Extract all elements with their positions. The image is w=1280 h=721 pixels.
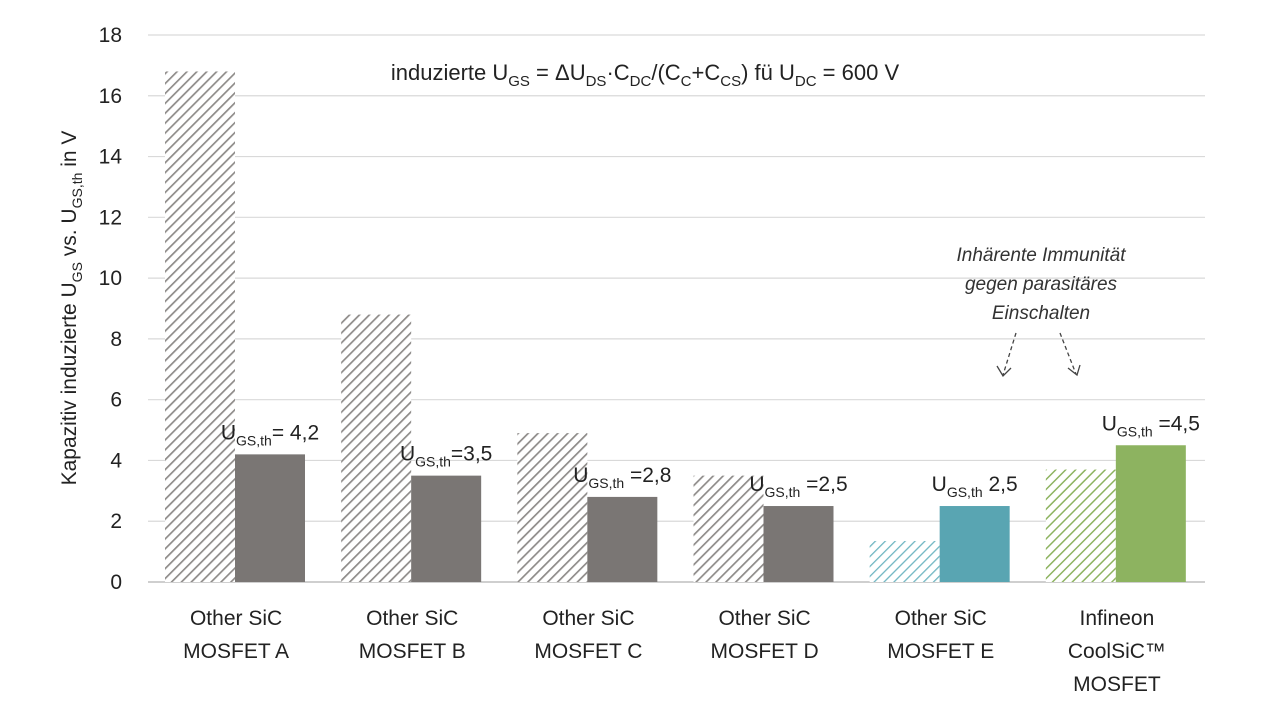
y-tick-label: 14 bbox=[99, 146, 123, 169]
x-axis-categories: Other SiC MOSFET A Other SiC MOSFET B Other … bbox=[183, 607, 1166, 696]
data-labels: UGS,th= 4,2 UGS,th=3,5 UGS,th =2,8 UGS,th =… bbox=[221, 412, 1200, 500]
y-tick-label: 6 bbox=[110, 389, 122, 412]
x-category-label: Infineon CoolSiC™ MOSFET bbox=[1068, 607, 1166, 696]
data-label: UGS,th= 4,2 bbox=[221, 421, 319, 448]
bar-threshold-ugsth bbox=[763, 506, 834, 582]
bar-induced-ugs bbox=[165, 71, 235, 582]
gridlines bbox=[148, 34, 1205, 583]
bar-threshold-ugsth bbox=[235, 454, 305, 582]
bar-induced-ugs bbox=[517, 433, 588, 582]
y-tick-label: 4 bbox=[110, 449, 122, 472]
bar-induced-ugs bbox=[341, 314, 412, 582]
bar-threshold-ugsth bbox=[939, 506, 1010, 582]
y-tick-label: 8 bbox=[110, 328, 122, 351]
y-tick-label: 16 bbox=[99, 85, 122, 108]
annotation: Inhärente Immunität gegen parasitäres Eins… bbox=[957, 245, 1127, 378]
x-category-label: Other SiC MOSFET E bbox=[887, 607, 994, 663]
x-category-label: Other SiC MOSFET C bbox=[534, 607, 642, 663]
data-label: UGS,th 2,5 bbox=[932, 473, 1018, 500]
bar-threshold-ugsth bbox=[587, 496, 658, 582]
x-category-label: Other SiC MOSFET A bbox=[183, 607, 289, 663]
y-axis-ticks: 0 2 4 6 8 10 12 14 16 18 bbox=[99, 24, 123, 594]
annotation-arrow-left bbox=[1002, 332, 1017, 376]
y-tick-label: 12 bbox=[99, 206, 122, 229]
y-axis-label: Kapazitiv induzierte UGS vs. UGS,th in V bbox=[58, 131, 85, 486]
x-category-label: Other SiC MOSFET B bbox=[359, 607, 466, 663]
bar-threshold-ugsth bbox=[1115, 445, 1186, 582]
y-tick-label: 0 bbox=[110, 571, 122, 594]
annotation-arrow-right bbox=[1059, 332, 1077, 375]
annotation-arrowhead-left bbox=[996, 365, 1012, 378]
chart-title: induzierte UGS = ΔUDS·CDC/(CC+CCS) fü UD… bbox=[391, 60, 900, 90]
annotation-arrowhead-right bbox=[1067, 364, 1081, 377]
x-category-label: Other SiC MOSFET D bbox=[711, 607, 819, 663]
bar-induced-ugs bbox=[693, 475, 764, 582]
data-label: UGS,th =2,5 bbox=[749, 473, 847, 500]
y-tick-label: 18 bbox=[99, 24, 122, 47]
bars bbox=[165, 71, 1186, 582]
data-label: UGS,th =4,5 bbox=[1102, 412, 1200, 439]
bar-induced-ugs bbox=[869, 540, 940, 582]
bar-threshold-ugsth bbox=[411, 475, 482, 582]
y-tick-label: 2 bbox=[110, 510, 122, 533]
data-label: UGS,th =2,8 bbox=[573, 464, 671, 491]
annotation-text: Inhärente Immunität gegen parasitäres Eins… bbox=[957, 245, 1127, 324]
bar-induced-ugs bbox=[1045, 469, 1116, 582]
data-label: UGS,th=3,5 bbox=[400, 443, 492, 470]
y-tick-label: 10 bbox=[99, 267, 122, 290]
